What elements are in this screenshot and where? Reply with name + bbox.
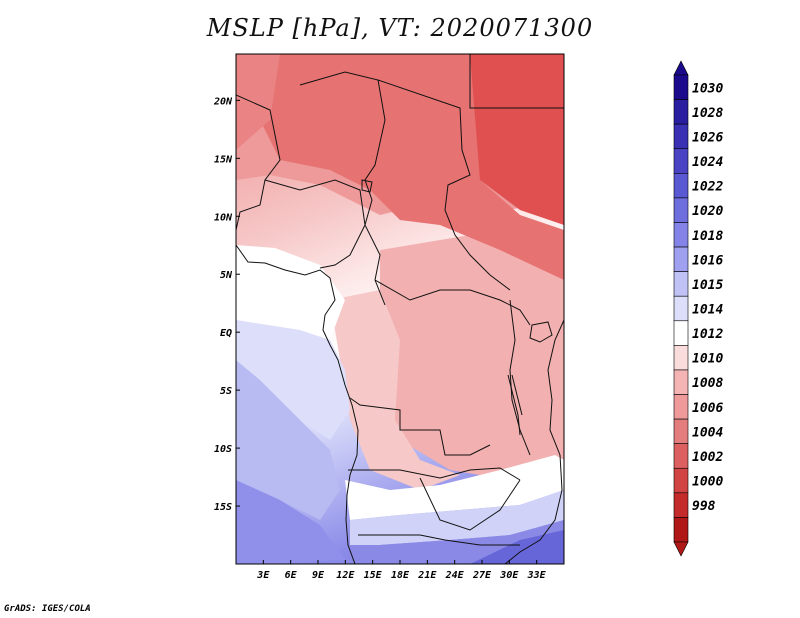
field-south-1016 (350, 490, 564, 545)
field-northeast-core (470, 54, 564, 225)
axes: 3E 6E 9E 12E 15E 18E 21E 24E 27E 30E 33E 20N 15N 10N 5… (213, 96, 547, 581)
x-tick-label: 30E (499, 570, 519, 581)
colorbar-swatch (673, 418, 689, 444)
colorbar-level-label: 1024 (692, 155, 723, 170)
colorbar-level-label: 1018 (692, 229, 723, 244)
colorbar-swatch (673, 222, 689, 248)
y-tick-label: 5S (220, 386, 232, 397)
colorbar-min-arrow (673, 541, 689, 557)
colorbar-swatch (673, 271, 689, 297)
colorbar-swatch (673, 345, 689, 371)
x-tick-label: 6E (285, 570, 298, 581)
field-west-1008 (236, 54, 280, 150)
colorbar-swatch (673, 394, 689, 420)
colorbar-level-label: 1004 (692, 425, 723, 440)
border-niger-chad (299, 71, 386, 306)
x-tick-label: 18E (391, 570, 410, 581)
colorbar-level-label: 1015 (692, 278, 723, 293)
y-tick-label: 15N (214, 154, 233, 165)
coastline-west-africa (236, 244, 359, 564)
lake-chad (361, 179, 373, 193)
colorbar-swatch (673, 443, 689, 469)
colorbar-swatch (673, 369, 689, 395)
y-tick-label: 20N (213, 96, 233, 107)
colorbar-level-label: 1014 (692, 303, 723, 318)
field-south-white (345, 455, 564, 520)
colorbar-swatch (673, 99, 689, 125)
colorbar-level-label: 1008 (692, 376, 723, 391)
field-guinea-1014 (236, 245, 345, 340)
pressure-field (236, 54, 564, 564)
colorbar-level-label: 1012 (692, 327, 723, 342)
colorbar-level-label: 1000 (692, 475, 723, 490)
border-egypt (469, 54, 564, 109)
colorbar-swatch (673, 517, 689, 543)
field-ocean-1016 (236, 360, 340, 520)
x-tick-label: 33E (527, 570, 547, 581)
border-libya-sudan (377, 79, 511, 291)
coastline-east-africa (504, 319, 564, 564)
x-tick-label: 3E (256, 570, 270, 581)
field-ocean-1015 (236, 320, 350, 440)
colorbar-swatch (673, 492, 689, 518)
grads-credit: GrADS: IGES/COLA (4, 604, 91, 614)
border-south-africa (358, 534, 520, 546)
colorbar-swatch (673, 467, 689, 494)
colorbar-swatch (673, 295, 689, 322)
x-tick-label: 12E (336, 570, 355, 581)
colorbar-level-label: 1002 (692, 450, 723, 465)
x-tick-label: 21E (417, 570, 437, 581)
colorbar-swatch (673, 74, 689, 100)
colorbar-level-label: 998 (692, 499, 716, 514)
colorbar-level-label: 1010 (692, 352, 723, 367)
x-tick-label: 15E (364, 570, 383, 581)
colorbar-swatch (673, 320, 689, 346)
x-tick-label: 9E (312, 570, 325, 581)
colorbar-max-arrow (673, 60, 689, 76)
border-angola-namibia (348, 467, 521, 481)
border-nigeria (264, 179, 366, 269)
map-outlines (236, 54, 564, 564)
colorbar-level-label: 1026 (692, 130, 723, 145)
colorbar-swatch (673, 123, 689, 150)
lake-tanganyika (507, 374, 523, 436)
border-drc-angola (349, 397, 491, 456)
field-central-1010 (330, 290, 460, 490)
border-botswana (419, 477, 521, 531)
colorbar-level-label: 1020 (692, 204, 723, 219)
colorbar: 1030 1028 1026 1024 1022 1020 1018 1016 1015 1014… (673, 60, 723, 557)
lake-victoria (529, 321, 553, 343)
colorbar-level-label: 1028 (692, 106, 723, 121)
y-tick-label: EQ (220, 328, 232, 339)
y-tick-label: 10N (214, 212, 233, 223)
y-tick-label: 5N (220, 270, 233, 281)
colorbar-level-label: 1006 (692, 401, 723, 416)
colorbar-swatch (673, 173, 689, 199)
colorbar-level-label: 1016 (692, 253, 723, 268)
colorbar-level-label: 1030 (692, 81, 723, 96)
field-southwest-1020 (236, 480, 345, 564)
colorbar-swatch (673, 197, 689, 223)
colorbar-level-label: 1022 (692, 180, 723, 195)
colorbar-swatch (673, 246, 689, 272)
x-tick-label: 27E (472, 570, 492, 581)
border-west-sahel (236, 94, 281, 231)
field-sahel-1006 (260, 54, 564, 280)
chart-title: MSLP [hPa], VT: 2020071300 (206, 14, 594, 42)
border-car-drc (374, 279, 531, 326)
colorbar-swatch (673, 148, 689, 174)
y-tick-label: 15S (214, 502, 232, 513)
y-tick-label: 10S (214, 444, 232, 455)
x-tick-label: 24E (445, 570, 465, 581)
